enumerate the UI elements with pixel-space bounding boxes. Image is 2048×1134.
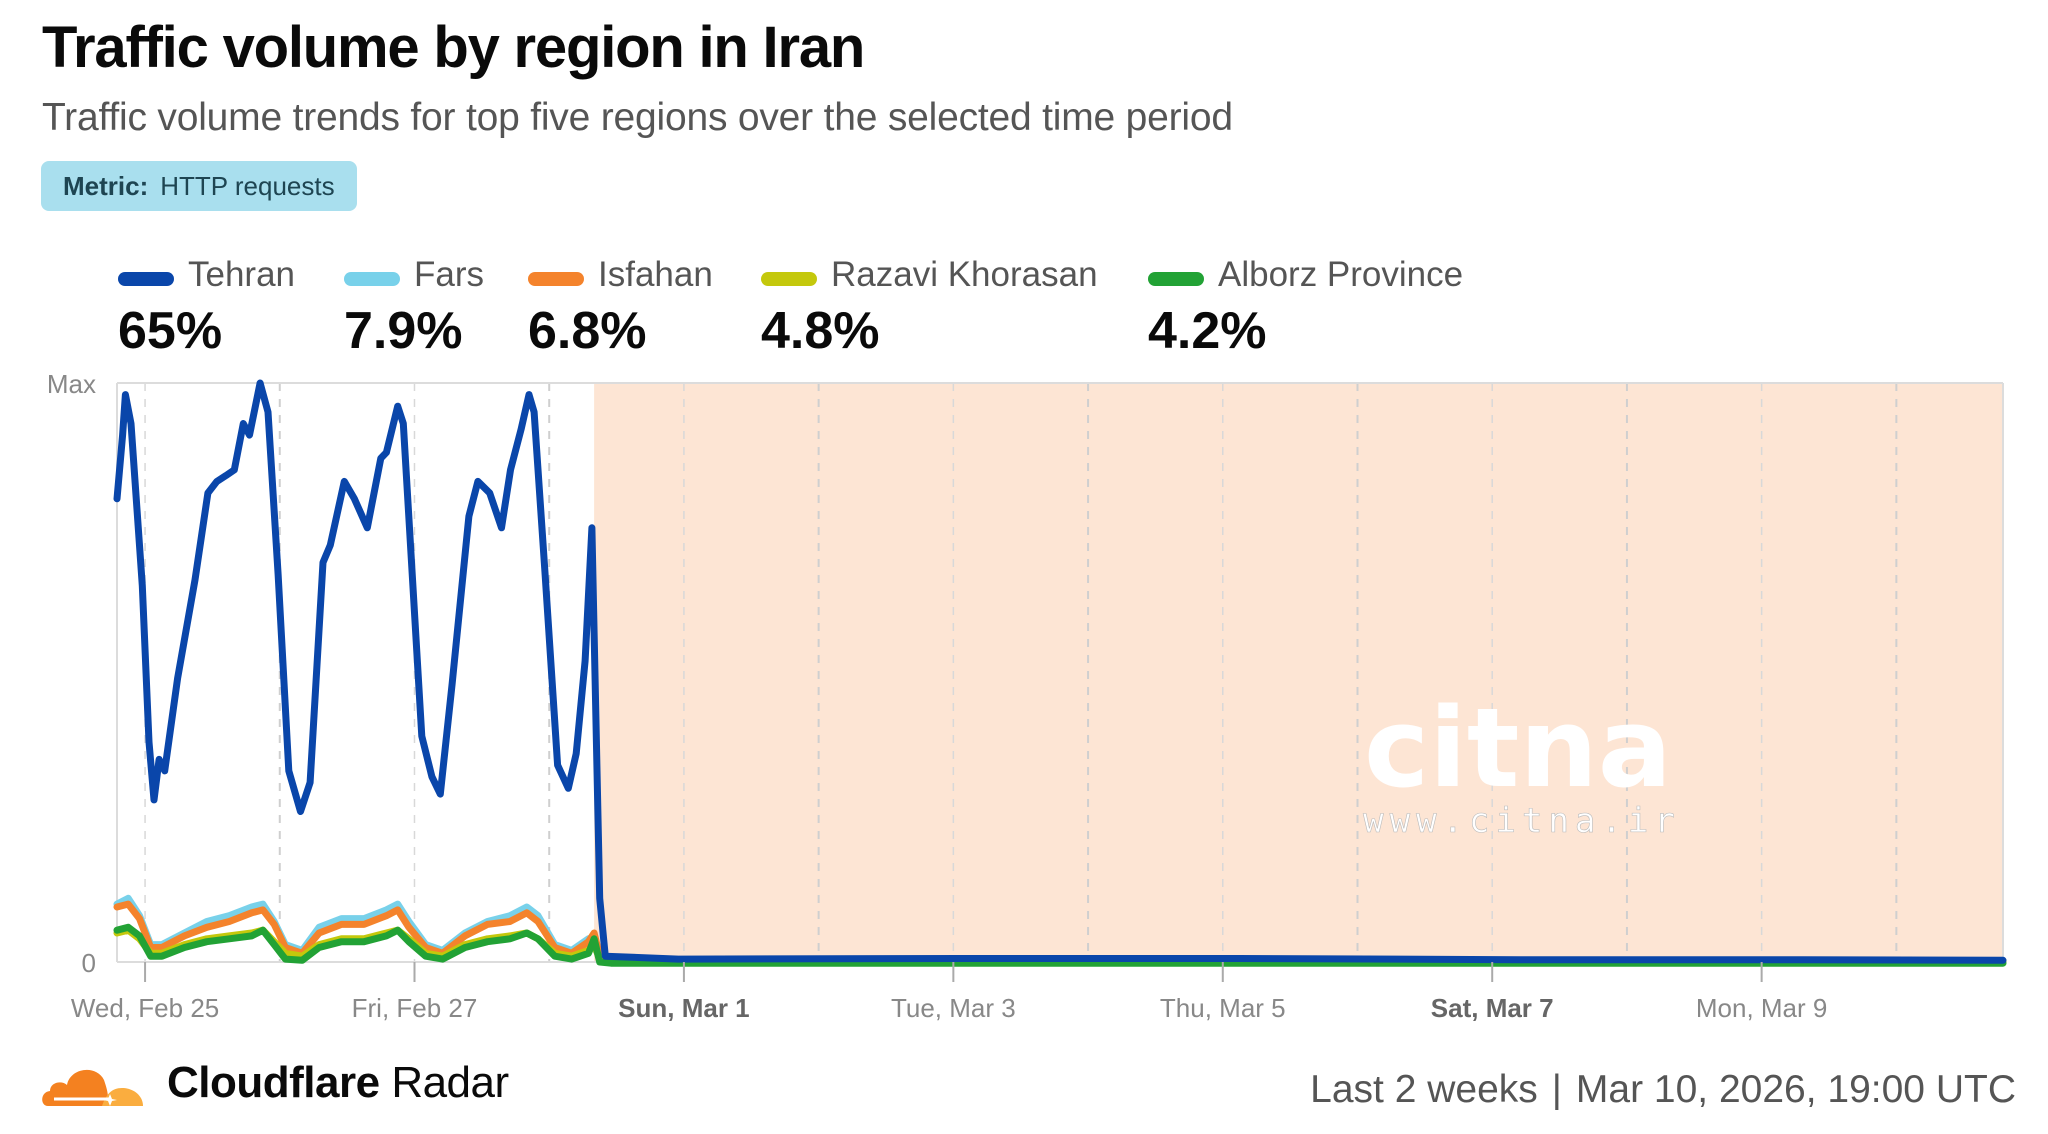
- watermark-url: www.citna.ir: [1363, 801, 1681, 841]
- x-tick-label: Wed, Feb 25: [71, 993, 219, 1023]
- x-axis: Wed, Feb 25 Fri, Feb 27 Sun, Mar 1 Tue, Mar…: [71, 962, 1828, 1023]
- metric-badge[interactable]: Metric: HTTP requests: [41, 161, 357, 211]
- shaded-region: [594, 383, 2004, 962]
- legend-swatch-icon: [118, 272, 174, 286]
- legend-label: Fars: [414, 255, 484, 294]
- page-subtitle: Traffic volume trends for top five regio…: [42, 96, 1233, 139]
- legend-share: 7.9%: [344, 302, 463, 360]
- series-line-alborz-province[interactable]: [113, 923, 2007, 967]
- metric-label: Metric:: [63, 170, 149, 201]
- series-line-tehran[interactable]: [113, 379, 2007, 964]
- legend-label: Isfahan: [598, 255, 713, 294]
- y-axis: Max 0: [47, 369, 96, 978]
- legend-label: Alborz Province: [1218, 255, 1464, 294]
- metric-value: HTTP requests: [160, 170, 335, 201]
- x-tick-label: Sat, Mar 7: [1431, 993, 1554, 1023]
- separator: |: [1551, 1068, 1562, 1111]
- legend-swatch-icon: [528, 272, 584, 286]
- chart-gridlines: [144, 383, 1898, 962]
- legend-swatch-icon: [761, 272, 817, 286]
- legend-label: Razavi Khorasan: [831, 255, 1098, 294]
- time-range-info: Last 2 weeks | Mar 10, 2026, 19:00 UTC: [1310, 1068, 2016, 1112]
- legend-swatch-icon: [1148, 272, 1204, 286]
- x-tick-label: Tue, Mar 3: [891, 993, 1016, 1023]
- timestamp-label: Mar 10, 2026, 19:00 UTC: [1575, 1068, 2016, 1111]
- legend-swatch-icon: [344, 272, 400, 286]
- legend-share: 6.8%: [528, 302, 647, 360]
- page-title: Traffic volume by region in Iran: [42, 15, 865, 80]
- x-tick-label: Thu, Mar 5: [1160, 993, 1286, 1023]
- time-range-label: Last 2 weeks: [1310, 1068, 1538, 1111]
- x-tick-label: Sun, Mar 1: [618, 993, 749, 1023]
- legend-share: 4.2%: [1148, 302, 1267, 360]
- y-tick-label: 0: [82, 948, 96, 978]
- x-tick-label: Fri, Feb 27: [352, 993, 478, 1023]
- legend-label: Tehran: [188, 255, 296, 294]
- brand-product: Radar: [391, 1058, 509, 1107]
- x-tick-label: Mon, Mar 9: [1696, 993, 1828, 1023]
- legend-share: 65%: [118, 302, 223, 360]
- watermark-logo: citna: [1364, 684, 1672, 812]
- series-line-isfahan[interactable]: [113, 900, 2007, 965]
- legend-share: 4.8%: [761, 302, 880, 360]
- line-chart[interactable]: citna www.citna.ir Max 0 Wed, Feb 25 Fri, …: [0, 0, 2048, 1040]
- y-tick-label: Max: [47, 369, 96, 399]
- brand-name: Cloudflare: [167, 1058, 380, 1107]
- chart-series: [113, 379, 2007, 967]
- cloudflare-radar-logo[interactable]: Cloudflare Radar: [40, 1058, 509, 1108]
- watermark: citna www.citna.ir: [1363, 684, 1681, 841]
- cloudflare-cloud-icon: [42, 1069, 143, 1106]
